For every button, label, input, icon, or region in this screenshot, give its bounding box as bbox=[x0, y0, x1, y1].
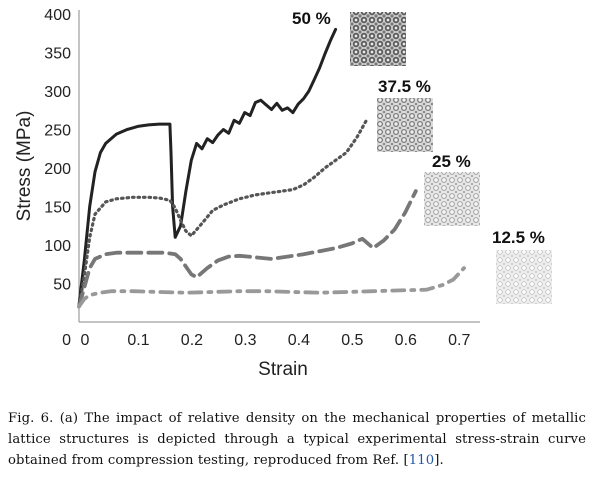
x-axis-title: Strain bbox=[258, 359, 308, 380]
caption-reference-link[interactable]: 110 bbox=[408, 453, 435, 468]
series-line-12-5 bbox=[77, 266, 466, 309]
series-label-37-5: 37.5 % bbox=[378, 77, 431, 96]
caption-text: Fig. 6. (a) The impact of relative densi… bbox=[8, 411, 586, 468]
series-label-12-5: 12.5 % bbox=[492, 228, 545, 247]
x-tick-label: 0.5 bbox=[341, 332, 363, 349]
series-line-37-5 bbox=[77, 116, 370, 309]
lattice-image-50 bbox=[350, 12, 406, 66]
series-label-50: 50 % bbox=[292, 9, 331, 28]
x-tick-label: 0.3 bbox=[234, 332, 256, 349]
lattice-image-12-5 bbox=[496, 250, 552, 304]
x-tick-label: 0.4 bbox=[288, 332, 310, 349]
y-tick-label: 100 bbox=[44, 238, 71, 255]
figure-caption: Fig. 6. (a) The impact of relative densi… bbox=[8, 408, 586, 471]
y-tick-label: 400 bbox=[44, 7, 71, 24]
x-tick-label: 0.2 bbox=[181, 332, 203, 349]
y-tick-label: 250 bbox=[44, 123, 71, 140]
y-tick-label: 50 bbox=[53, 277, 71, 294]
lattice-image-37-5 bbox=[377, 98, 433, 152]
x-tick-label: 0 bbox=[81, 332, 90, 349]
x-tick-label: 0.6 bbox=[395, 332, 417, 349]
caption-suffix: ]. bbox=[434, 453, 444, 468]
y-tick-label: 150 bbox=[44, 200, 71, 217]
series-line-50 bbox=[77, 27, 338, 307]
y-tick-label: 300 bbox=[44, 84, 71, 101]
series-label-25: 25 % bbox=[432, 152, 471, 171]
y-tick-labels: 0 50 100 150 200 250 300 350 400 bbox=[44, 7, 71, 349]
y-axis-title: Stress (MPa) bbox=[14, 111, 35, 222]
y-tick-label: 0 bbox=[62, 332, 71, 349]
y-tick-label: 350 bbox=[44, 46, 71, 63]
series-line-25 bbox=[77, 189, 418, 309]
lattice-image-25 bbox=[424, 172, 480, 226]
y-tick-label: 200 bbox=[44, 161, 71, 178]
x-tick-label: 0.7 bbox=[448, 332, 470, 349]
series-layer bbox=[77, 27, 466, 309]
x-tick-labels: 0 0.1 0.2 0.3 0.4 0.5 0.6 0.7 bbox=[81, 332, 471, 349]
x-tick-label: 0.1 bbox=[127, 332, 149, 349]
